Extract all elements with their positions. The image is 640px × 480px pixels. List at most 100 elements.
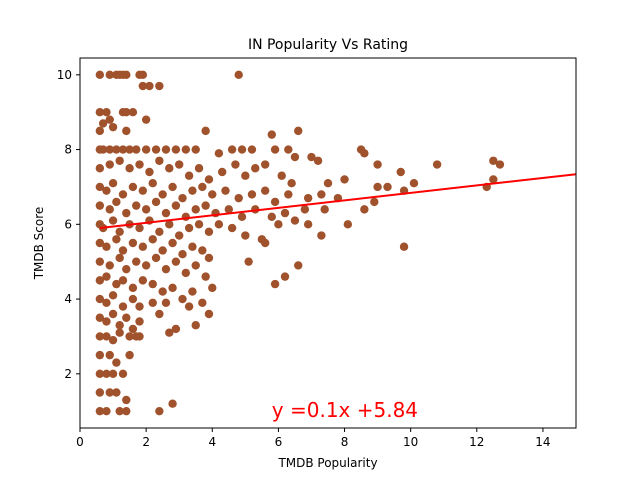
- data-point: [396, 167, 405, 177]
- data-point: [208, 190, 217, 199]
- data-point: [224, 205, 233, 214]
- data-point: [105, 205, 114, 214]
- y-tick-label: 8: [64, 143, 72, 157]
- data-point: [208, 283, 217, 293]
- data-point: [383, 182, 392, 192]
- data-point: [95, 369, 105, 379]
- data-point: [128, 294, 138, 304]
- data-point: [95, 201, 105, 210]
- x-tick-label: 2: [142, 435, 150, 449]
- data-point: [141, 261, 151, 270]
- data-point: [115, 328, 124, 337]
- data-point: [161, 298, 171, 307]
- data-point: [217, 167, 227, 177]
- data-point: [340, 175, 349, 184]
- data-point: [320, 205, 329, 214]
- data-point: [204, 227, 214, 236]
- data-point: [138, 81, 148, 91]
- data-point: [112, 358, 121, 367]
- data-point: [178, 250, 187, 259]
- data-point: [188, 287, 197, 296]
- data-point: [112, 235, 121, 244]
- data-point: [274, 220, 283, 229]
- data-point: [227, 145, 237, 154]
- data-point: [409, 179, 419, 188]
- data-point: [181, 268, 191, 278]
- data-point: [204, 309, 214, 319]
- data-point: [102, 332, 111, 341]
- data-point: [267, 130, 276, 139]
- data-point: [122, 313, 131, 322]
- data-point: [118, 190, 128, 199]
- data-point: [102, 186, 111, 195]
- data-point: [108, 309, 118, 319]
- data-point: [373, 160, 382, 169]
- data-point: [141, 145, 151, 154]
- data-point: [300, 205, 310, 214]
- data-point: [161, 264, 171, 274]
- data-point: [132, 201, 141, 210]
- data-point: [168, 238, 177, 248]
- data-point: [95, 388, 105, 397]
- data-point: [138, 276, 148, 285]
- data-point: [138, 186, 148, 195]
- data-point: [284, 145, 293, 154]
- data-point: [122, 107, 131, 117]
- data-point: [158, 190, 167, 199]
- regression-equation: y =0.1x +5.84: [272, 398, 418, 422]
- data-point: [125, 145, 134, 154]
- data-point: [122, 208, 131, 218]
- data-point: [188, 186, 197, 195]
- data-point: [115, 406, 124, 416]
- data-point: [280, 272, 290, 281]
- data-point: [95, 332, 105, 341]
- data-point: [317, 190, 326, 199]
- data-point: [118, 369, 128, 379]
- data-point: [168, 283, 177, 293]
- data-point: [105, 388, 114, 397]
- chart-title: IN Popularity Vs Rating: [248, 37, 408, 53]
- data-point: [108, 179, 118, 188]
- data-point: [155, 227, 164, 236]
- data-point: [158, 287, 167, 296]
- data-point: [489, 156, 498, 165]
- x-axis: 0 2 4 6 8 10 12 14: [76, 428, 551, 449]
- data-point: [178, 193, 187, 203]
- y-tick-label: 10: [57, 68, 72, 82]
- data-point: [108, 335, 118, 345]
- data-point: [102, 107, 111, 117]
- data-point: [95, 313, 105, 322]
- data-point: [118, 276, 128, 285]
- x-tick-label: 12: [469, 435, 484, 449]
- data-point: [95, 350, 105, 360]
- data-point: [171, 324, 181, 334]
- data-point: [317, 231, 326, 240]
- data-point: [122, 406, 131, 416]
- data-point: [128, 107, 138, 117]
- data-point: [112, 145, 121, 154]
- data-point: [102, 242, 111, 251]
- data-point: [108, 369, 118, 379]
- data-point: [95, 107, 105, 117]
- data-point: [105, 160, 114, 169]
- data-point: [198, 298, 207, 307]
- data-point: [214, 220, 224, 229]
- data-point: [184, 171, 194, 180]
- data-point: [95, 257, 105, 266]
- data-point: [191, 205, 200, 214]
- data-point: [95, 238, 105, 248]
- data-point: [171, 257, 181, 266]
- data-point: [244, 257, 253, 266]
- data-point: [175, 231, 184, 240]
- data-point: [284, 190, 293, 199]
- data-point: [112, 197, 121, 207]
- data-point: [102, 272, 111, 281]
- data-point: [115, 253, 124, 263]
- data-point: [191, 321, 200, 330]
- data-point: [118, 302, 128, 311]
- data-point: [270, 145, 280, 154]
- data-point: [198, 246, 207, 255]
- data-point: [184, 223, 194, 233]
- data-point: [95, 182, 105, 192]
